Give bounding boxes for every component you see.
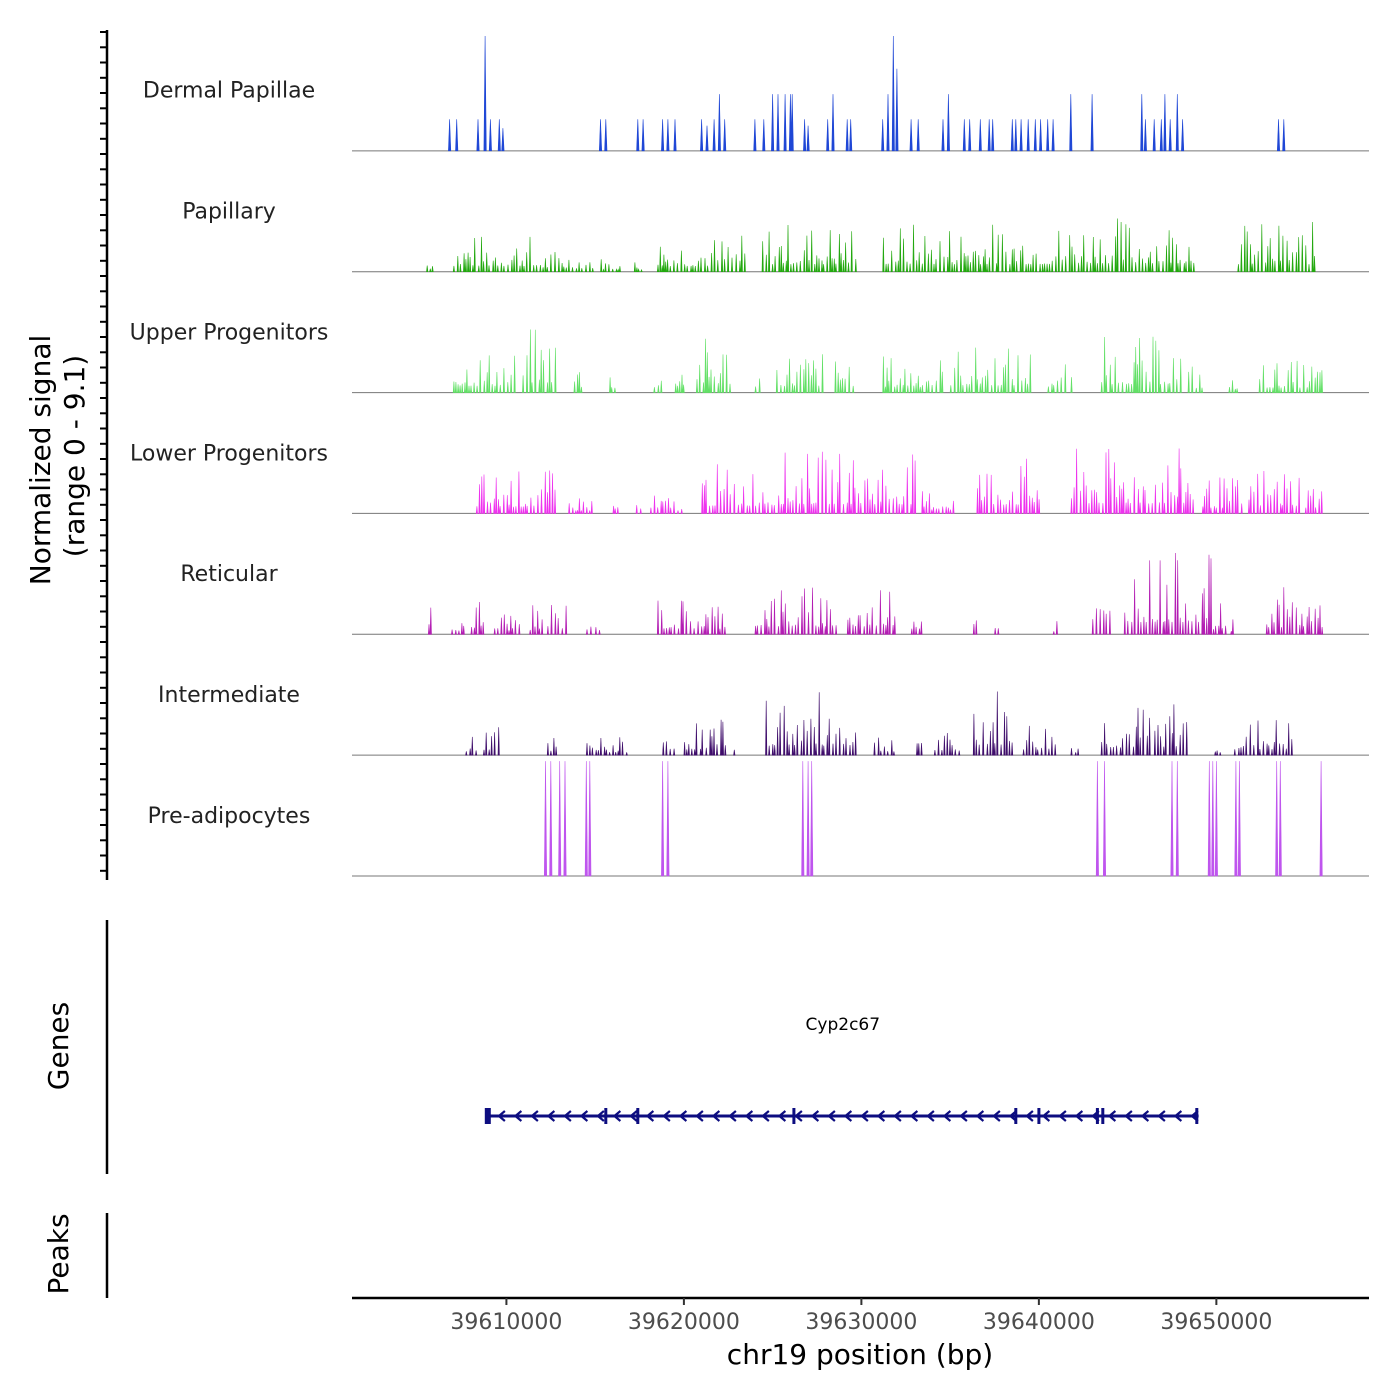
x-tick-label: 39650000 (1160, 1310, 1272, 1335)
exon (1095, 1108, 1099, 1124)
genes-axis-label: Genes (42, 1002, 75, 1090)
strand-chevron (761, 1110, 770, 1122)
track-label: Intermediate (158, 683, 300, 708)
strand-chevron (711, 1110, 721, 1122)
strand-chevron (1157, 1110, 1166, 1122)
gene-track: Cyp2c67 (484, 1015, 1199, 1124)
strand-chevron (728, 1110, 737, 1122)
strand-chevron (777, 1110, 787, 1122)
track-signal (543, 761, 1323, 877)
x-tick-label: 39610000 (450, 1310, 562, 1335)
strand-chevron (662, 1110, 671, 1122)
gene-cyp2c67: Cyp2c67 (484, 1015, 1199, 1124)
gene-label: Cyp2c67 (806, 1015, 881, 1035)
signal-axis-ticks (100, 31, 107, 872)
track-label: Reticular (180, 562, 278, 587)
signal-axis-label-line2: (range 0 - 9.1) (58, 355, 91, 557)
track-signal (475, 448, 1323, 514)
track-signal (465, 691, 1293, 756)
track-label: Papillary (182, 200, 276, 225)
exon (484, 1108, 491, 1124)
strand-chevron (1173, 1110, 1183, 1122)
strand-chevron (579, 1110, 589, 1122)
track-intermediate: Intermediate (158, 683, 1369, 756)
strand-chevron (1074, 1110, 1084, 1122)
strand-chevron (860, 1110, 869, 1122)
track-lower-progenitors: Lower Progenitors (130, 441, 1369, 514)
track-signal (448, 35, 1286, 152)
track-signal (452, 329, 1323, 393)
exon (1014, 1108, 1018, 1124)
track-label: Dermal Papillae (143, 79, 315, 104)
x-tick-label: 39630000 (805, 1310, 917, 1335)
exon (1101, 1108, 1105, 1124)
strand-chevron (992, 1110, 1001, 1122)
strand-chevron (629, 1110, 638, 1122)
exon (636, 1108, 640, 1124)
strand-chevron (530, 1110, 539, 1122)
strand-chevron (926, 1110, 935, 1122)
strand-chevron (513, 1110, 523, 1122)
track-label: Lower Progenitors (130, 441, 328, 466)
track-signal (427, 552, 1324, 635)
exon (792, 1108, 796, 1124)
strand-chevron (612, 1110, 622, 1122)
exon (1037, 1108, 1041, 1124)
strand-chevron (645, 1110, 655, 1122)
strand-chevron (546, 1110, 556, 1122)
strand-chevron (843, 1110, 853, 1122)
strand-chevron (1025, 1110, 1034, 1122)
strand-chevron (909, 1110, 919, 1122)
strand-chevron (596, 1110, 605, 1122)
strand-chevron (959, 1110, 968, 1122)
strand-chevron (497, 1110, 506, 1122)
strand-chevron (1124, 1110, 1133, 1122)
track-label: Upper Progenitors (130, 320, 329, 345)
strand-chevron (975, 1110, 985, 1122)
track-signal (426, 218, 1316, 273)
track-reticular: Reticular (180, 552, 1369, 635)
strand-chevron (695, 1110, 704, 1122)
strand-chevron (563, 1110, 572, 1122)
strand-chevron (1107, 1110, 1117, 1122)
strand-chevron (1140, 1110, 1150, 1122)
track-pre-adipocytes: Pre-adipocytes (148, 761, 1369, 877)
track-upper-progenitors: Upper Progenitors (130, 320, 1369, 394)
strand-chevron (678, 1110, 688, 1122)
exon (1195, 1108, 1199, 1124)
strand-chevron (827, 1110, 836, 1122)
strand-chevron (876, 1110, 886, 1122)
signal-tracks: Dermal Papillae Papillary Upper Progenitor… (130, 35, 1369, 877)
track-papillary: Papillary (182, 200, 1369, 273)
signal-axis-label-line1: Normalized signal (24, 335, 57, 586)
track-dermal-papillae: Dermal Papillae (143, 35, 1369, 152)
x-tick-label: 39620000 (628, 1310, 740, 1335)
x-axis-ticks: 39610000 39620000 39630000 39640000 39650000 (450, 1298, 1272, 1335)
track-label: Pre-adipocytes (148, 804, 311, 829)
x-tick-label: 39640000 (983, 1310, 1095, 1335)
strand-chevron (1058, 1110, 1067, 1122)
strand-chevron (744, 1110, 754, 1122)
strand-chevron (810, 1110, 820, 1122)
x-axis-title: chr19 position (bp) (727, 1338, 993, 1371)
strand-chevron (893, 1110, 902, 1122)
strand-chevron (1041, 1110, 1051, 1122)
strand-chevron (794, 1110, 803, 1122)
exon (604, 1108, 608, 1124)
strand-chevron (942, 1110, 952, 1122)
peaks-axis-label: Peaks (42, 1213, 75, 1294)
